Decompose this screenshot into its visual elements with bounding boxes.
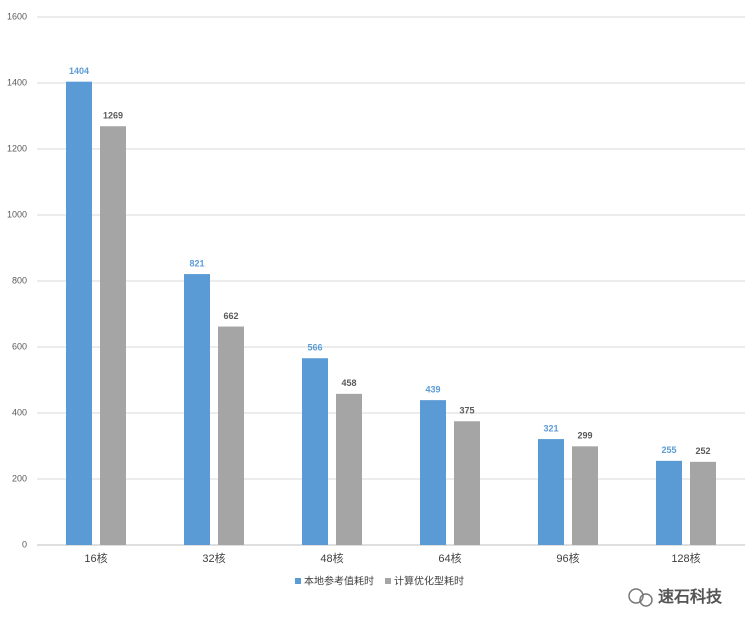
- value-label: 299: [577, 431, 592, 441]
- value-label: 662: [223, 311, 238, 321]
- watermark: 速石科技: [628, 587, 723, 607]
- legend-swatch: [385, 578, 391, 584]
- x-tick-label: 16核: [84, 551, 107, 565]
- bar: [218, 326, 244, 545]
- bar: [690, 461, 716, 545]
- bar: [454, 421, 480, 545]
- value-label: 1404: [69, 66, 89, 76]
- value-label: 821: [189, 258, 204, 268]
- value-label: 321: [543, 423, 558, 433]
- bar: [302, 358, 328, 545]
- value-label: 458: [341, 378, 356, 388]
- watermark-text: 速石科技: [658, 587, 723, 606]
- watermark-icon: [639, 593, 653, 607]
- y-tick-label: 200: [12, 473, 27, 483]
- watermark-icon: [628, 588, 644, 604]
- bar: [100, 126, 126, 545]
- x-tick-label: 96核: [556, 551, 579, 565]
- legend-swatch: [295, 578, 301, 584]
- bar: [538, 439, 564, 545]
- value-label: 1269: [103, 111, 123, 121]
- x-tick-label: 48核: [320, 551, 343, 565]
- x-tick-label: 64核: [438, 551, 461, 565]
- bar: [420, 400, 446, 545]
- value-label: 252: [695, 446, 710, 456]
- x-tick-label: 128核: [671, 551, 700, 565]
- y-tick-label: 1200: [7, 143, 27, 153]
- value-label: 375: [459, 406, 474, 416]
- value-label: 566: [307, 343, 322, 353]
- bar: [656, 460, 682, 545]
- legend-label: 计算优化型耗时: [394, 575, 464, 588]
- bar: [66, 81, 92, 546]
- x-tick-label: 32核: [202, 551, 225, 565]
- y-tick-label: 1400: [7, 77, 27, 87]
- y-tick-label: 600: [12, 341, 27, 351]
- value-label: 255: [661, 445, 676, 455]
- legend-label: 本地参考值耗时: [304, 575, 374, 588]
- y-tick-label: 400: [12, 407, 27, 417]
- bar: [572, 446, 598, 545]
- y-tick-label: 0: [22, 539, 27, 549]
- bar: [336, 393, 362, 545]
- y-tick-label: 800: [12, 275, 27, 285]
- value-label: 439: [425, 385, 440, 395]
- y-tick-label: 1600: [7, 11, 27, 21]
- y-tick-label: 1000: [7, 209, 27, 219]
- bar: [184, 274, 210, 545]
